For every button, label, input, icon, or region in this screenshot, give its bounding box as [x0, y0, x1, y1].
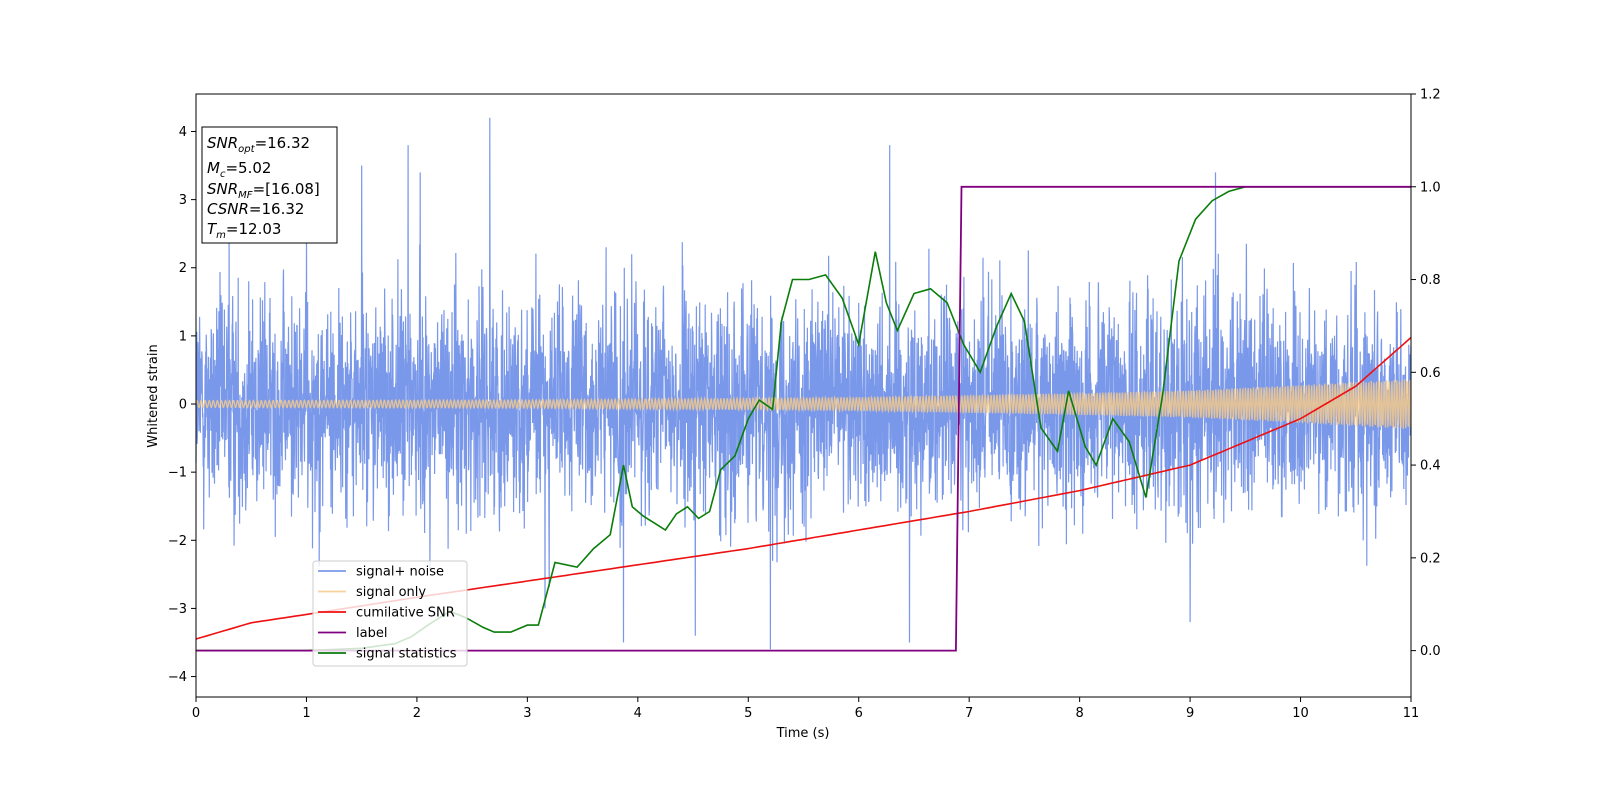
x-tick-label: 9 — [1186, 706, 1194, 721]
y2-tick-label: 0.8 — [1420, 273, 1441, 288]
y2-tick-label: 1.2 — [1420, 88, 1441, 103]
x-axis-label: Time (s) — [776, 726, 830, 741]
series-signal-statistics — [196, 186, 1411, 652]
legend: signal+ noise signal only cumilative SNR la… — [312, 560, 468, 667]
x-tick-label: 3 — [523, 706, 531, 721]
info-box-line: Tm=12.03 — [207, 220, 281, 241]
info-box-line: Mc=5.02 — [207, 159, 271, 180]
legend-entry: signal statistics — [356, 647, 457, 662]
x-tick-label: 2 — [413, 706, 421, 721]
y-tick-label: −1 — [168, 466, 187, 481]
y2-tick-label: 0.4 — [1420, 459, 1441, 474]
y2-tick-label: 1.0 — [1420, 180, 1441, 195]
y-tick-label: −4 — [168, 670, 187, 685]
x-tick-label: 1 — [302, 706, 310, 721]
y2-tick-label: 0.0 — [1420, 644, 1441, 659]
y-tick-label: −2 — [168, 534, 187, 549]
x-tick-label: 11 — [1403, 706, 1420, 721]
info-box-line: SNRMF=[16.08] — [207, 180, 320, 201]
ticks: 0 1 2 3 4 5 6 7 8 9 10 11 −4 −3 −2 −1 0 1 2 3 4 0.0 0.2 0.4 0.6 0… — [168, 88, 1441, 722]
x-tick-label: 4 — [634, 706, 642, 721]
series-signal-only — [195, 379, 1412, 429]
y-tick-label: 2 — [179, 261, 187, 276]
y2-tick-label: 0.2 — [1420, 551, 1441, 566]
y-axis-label: Whitened strain — [146, 344, 161, 447]
legend-entry: cumilative SNR — [356, 606, 455, 621]
info-box-frame — [201, 126, 338, 244]
x-tick-label: 6 — [855, 706, 863, 721]
series-label — [196, 185, 1411, 652]
x-tick-label: 7 — [965, 706, 973, 721]
y-tick-label: 3 — [179, 193, 187, 208]
x-tick-label: 5 — [744, 706, 752, 721]
y-tick-label: 1 — [179, 329, 187, 344]
x-tick-label: 8 — [1075, 706, 1083, 721]
axes-frame — [195, 93, 1412, 698]
info-box-line: SNRopt=16.32 — [207, 134, 310, 155]
y2-tick-label: 0.6 — [1420, 366, 1441, 381]
y-tick-label: 4 — [179, 125, 187, 140]
x-tick-label: 10 — [1292, 706, 1309, 721]
legend-frame — [312, 560, 468, 667]
info-box: SNRopt=16.32 Mc=5.02SNRMF=[16.08]CSNR=16.… — [201, 126, 338, 244]
info-box-line: CSNR=16.32 — [207, 200, 304, 218]
legend-entry: signal only — [356, 585, 426, 600]
y-tick-label: −3 — [168, 602, 187, 617]
y-tick-label: 0 — [179, 398, 187, 413]
legend-entry: signal+ noise — [356, 565, 444, 580]
x-tick-label: 0 — [192, 706, 200, 721]
legend-entry: label — [356, 626, 387, 641]
